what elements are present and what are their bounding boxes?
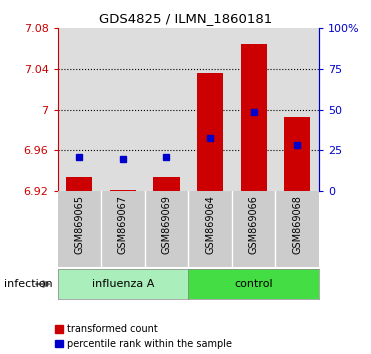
Bar	[110, 190, 136, 191]
Bar	[241, 44, 267, 191]
Text: GSM869064: GSM869064	[205, 195, 215, 254]
Bar	[197, 73, 223, 191]
Bar	[66, 177, 92, 191]
Text: infection: infection	[4, 279, 52, 289]
Text: GSM869069: GSM869069	[161, 195, 171, 254]
Text: control: control	[234, 279, 273, 289]
Bar	[284, 117, 310, 191]
Text: GSM869065: GSM869065	[74, 195, 84, 254]
Text: GSM869068: GSM869068	[292, 195, 302, 254]
Text: GDS4825 / ILMN_1860181: GDS4825 / ILMN_1860181	[99, 12, 272, 25]
Text: GSM869066: GSM869066	[249, 195, 259, 254]
Legend: transformed count, percentile rank within the sample: transformed count, percentile rank withi…	[55, 324, 232, 349]
Text: influenza A: influenza A	[92, 279, 154, 289]
Text: GSM869067: GSM869067	[118, 195, 128, 254]
Bar	[154, 177, 180, 191]
